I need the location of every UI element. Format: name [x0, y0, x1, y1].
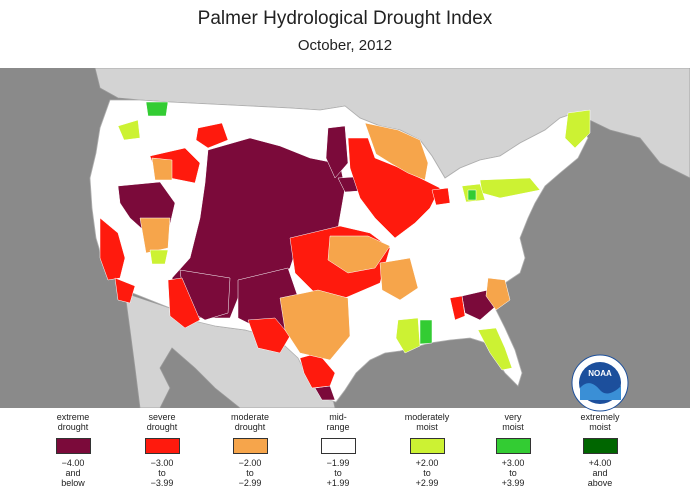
legend-label: extremely moist: [580, 412, 620, 432]
region-california-severe: [99, 217, 126, 281]
svg-text:NOAA: NOAA: [588, 369, 612, 378]
legend-swatch: [320, 438, 356, 454]
map-subtitle: October, 2012: [297, 37, 393, 54]
legend-item: moderate drought −2.00 to −2.99: [205, 410, 295, 488]
legend-swatch: [582, 438, 618, 454]
region-nebraska-moderate: [151, 157, 173, 181]
legend-range: −2.00 to −2.99: [238, 458, 262, 488]
extreme-drought-regions: [117, 125, 497, 401]
region-ohio-severe: [431, 187, 451, 206]
legend-label: mid- range: [326, 412, 350, 432]
region-arkansas-moderate: [379, 257, 419, 301]
region-southeast-moderate: [485, 277, 511, 311]
legend-swatch: [55, 438, 91, 454]
region-washington-very-moist: [145, 101, 169, 117]
region-washington-moist: [117, 119, 141, 141]
region-plains-moderate: [327, 235, 391, 274]
drought-map: NOAA National Climatic Data Center: [0, 68, 690, 440]
region-nevada-moderate: [139, 217, 171, 254]
moderately-moist-regions: [117, 109, 591, 371]
legend-swatch: [144, 438, 180, 454]
region-midwest-severe: [347, 137, 441, 239]
region-arizona-severe: [167, 277, 201, 329]
region-texas-moderate: [279, 289, 351, 361]
legend-range: +4.00 and above: [587, 458, 613, 488]
map-canvas: [89, 68, 690, 408]
region-maine-moist: [564, 109, 591, 149]
legend-label: severe drought: [146, 412, 178, 432]
legend-range: −3.00 to −3.99: [150, 458, 174, 488]
legend-swatch: [232, 438, 268, 454]
legend-label: moderately moist: [404, 412, 450, 432]
legend-range: −4.00 and below: [61, 458, 85, 488]
region-nevada-moist: [149, 249, 169, 265]
region-georgia-severe: [449, 295, 466, 321]
region-louisiana-moist: [395, 317, 421, 354]
region-alabama-very-moist: [419, 319, 433, 345]
region-florida-moist: [477, 327, 513, 371]
legend-label: very moist: [502, 412, 524, 432]
legend-range: −1.99 to +1.99: [326, 458, 350, 488]
legend: extreme drought −4.00 and below severe dro…: [0, 410, 690, 488]
legend-label: extreme drought: [56, 412, 90, 432]
very-moist-regions: [145, 101, 477, 345]
legend-swatch: [409, 438, 445, 454]
map-title: Palmer Hydrological Drought Index: [197, 8, 493, 29]
moderate-drought-regions: [139, 122, 511, 361]
region-northern-rockies-severe: [195, 122, 229, 149]
legend-item: extremely moist +4.00 and above: [555, 410, 645, 488]
legend-range: +2.00 to +2.99: [415, 458, 439, 488]
region-texas-severe: [247, 317, 291, 354]
noaa-logo-icon: NOAA: [571, 354, 629, 412]
legend-item: extreme drought −4.00 and below: [28, 410, 118, 488]
legend-item: mid- range −1.99 to +1.99: [293, 410, 383, 488]
legend-item: very moist +3.00 to +3.99: [468, 410, 558, 488]
region-ohio-very-moist: [467, 189, 477, 201]
region-upper-midwest-extreme: [325, 125, 349, 179]
legend-swatch: [495, 438, 531, 454]
legend-label: moderate drought: [230, 412, 270, 432]
region-great-lakes-moderate: [364, 122, 429, 181]
region-sw-arizona-severe: [114, 277, 136, 304]
legend-range: +3.00 to +3.99: [501, 458, 525, 488]
ncdc-credit: National Climatic Data Center: [538, 412, 657, 440]
legend-item: moderately moist +2.00 to +2.99: [382, 410, 472, 488]
legend-item: severe drought −3.00 to −3.99: [117, 410, 207, 488]
